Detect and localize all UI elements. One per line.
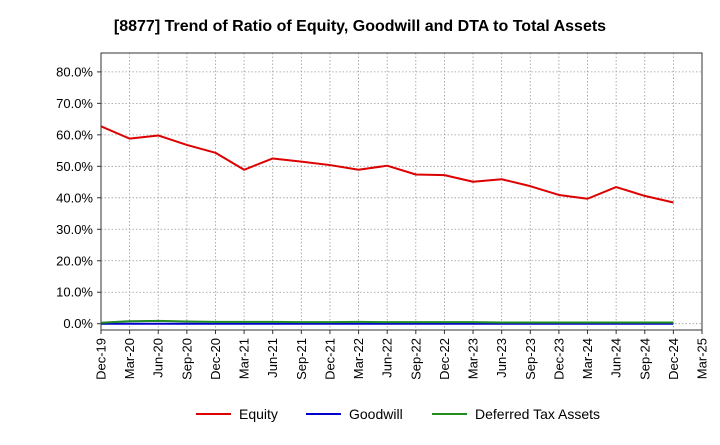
grid — [100, 53, 703, 330]
x-tick-label: Sep-24 — [637, 338, 652, 380]
y-tick-label: 40.0% — [56, 190, 93, 205]
y-tick-label: 0.0% — [63, 316, 93, 331]
x-tick-label: Dec-19 — [94, 338, 109, 380]
x-axis: Dec-19 Mar-20 Jun-20 Sep-20 Dec-20 Mar-21 Jun-… — [94, 330, 710, 380]
y-tick-label: 20.0% — [56, 253, 93, 268]
x-tick-label: Dec-20 — [208, 338, 223, 380]
x-tick-label: Dec-23 — [551, 338, 566, 380]
x-tick-label: Mar-22 — [351, 338, 366, 379]
series-line-equity — [100, 125, 674, 204]
x-tick-label: Dec-22 — [437, 338, 452, 380]
x-tick-label: Mar-23 — [466, 338, 481, 379]
chart-title: [8877] Trend of Ratio of Equity, Goodwil… — [114, 18, 606, 35]
y-tick-label: 50.0% — [56, 159, 93, 174]
series-line-deferred-tax-assets — [100, 319, 674, 324]
y-tick-label: 10.0% — [56, 285, 93, 300]
y-tick-label: 60.0% — [56, 127, 93, 142]
x-tick-label: Dec-24 — [666, 338, 681, 380]
y-tick-label: 80.0% — [56, 64, 93, 79]
x-tick-label: Jun-20 — [151, 338, 166, 378]
x-tick-label: Jun-23 — [494, 338, 509, 378]
y-tick-label: 70.0% — [56, 96, 93, 111]
x-tick-label: Jun-24 — [609, 338, 624, 378]
x-tick-label: Jun-21 — [265, 338, 280, 378]
series-layer — [100, 125, 674, 325]
plot-frame — [100, 52, 703, 331]
x-tick-label: Sep-23 — [523, 338, 538, 380]
y-tick-label: 30.0% — [56, 222, 93, 237]
legend-label-deferred-tax-assets: Deferred Tax Assets — [475, 406, 600, 422]
x-tick-label: Sep-21 — [294, 338, 309, 380]
x-tick-label: Sep-20 — [179, 338, 194, 380]
x-tick-label: Sep-22 — [408, 338, 423, 380]
legend-label-equity: Equity — [239, 406, 278, 422]
x-tick-label: Mar-24 — [580, 338, 595, 379]
x-tick-label: Mar-20 — [122, 338, 137, 379]
x-tick-label: Mar-21 — [237, 338, 252, 379]
x-tick-label: Mar-25 — [695, 338, 710, 379]
legend-label-goodwill: Goodwill — [349, 406, 403, 422]
legend: Equity Goodwill Deferred Tax Assets — [196, 406, 600, 422]
x-tick-label: Dec-21 — [322, 338, 337, 380]
y-axis: 0.0% 10.0% 20.0% 30.0% 40.0% 50.0% 60.0% 70.0% 8… — [56, 64, 101, 331]
x-tick-label: Jun-22 — [380, 338, 395, 378]
